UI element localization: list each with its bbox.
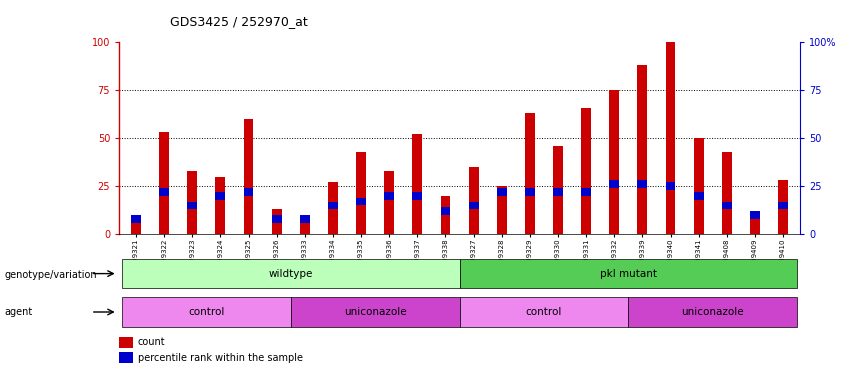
Bar <box>694 138 704 234</box>
Bar <box>469 167 478 234</box>
Text: wildtype: wildtype <box>269 268 313 279</box>
Bar <box>122 259 460 288</box>
Bar <box>637 180 648 188</box>
Bar <box>665 182 676 190</box>
Bar <box>357 152 366 234</box>
Bar <box>159 188 169 196</box>
Bar <box>750 215 760 234</box>
Text: agent: agent <box>4 307 32 317</box>
Text: genotype/variation: genotype/variation <box>4 270 97 280</box>
Bar <box>328 182 338 234</box>
Bar <box>722 152 732 234</box>
Bar <box>159 132 169 234</box>
Bar <box>778 202 788 209</box>
Bar <box>131 215 141 223</box>
Bar <box>778 180 788 234</box>
Bar <box>441 207 450 215</box>
Bar <box>357 198 366 205</box>
Bar <box>628 297 797 327</box>
Bar <box>243 188 254 196</box>
Bar <box>441 196 450 234</box>
Bar <box>328 202 338 209</box>
Bar <box>460 259 797 288</box>
Bar <box>750 211 760 219</box>
Bar <box>187 202 197 209</box>
Bar <box>271 215 282 223</box>
Bar <box>413 192 422 200</box>
Text: uniconazole: uniconazole <box>682 307 744 317</box>
Text: control: control <box>526 307 563 317</box>
Bar <box>215 192 226 200</box>
Text: pkl mutant: pkl mutant <box>600 268 657 279</box>
Bar <box>300 215 310 223</box>
Text: count: count <box>138 337 165 347</box>
Bar <box>413 134 422 234</box>
Text: GDS3425 / 252970_at: GDS3425 / 252970_at <box>170 15 308 28</box>
Bar <box>637 65 648 234</box>
Bar <box>609 90 620 234</box>
Bar <box>525 113 534 234</box>
Bar <box>469 202 478 209</box>
Bar <box>122 297 291 327</box>
Bar <box>385 171 394 234</box>
Bar <box>694 192 704 200</box>
Bar <box>553 188 563 196</box>
Bar <box>581 188 591 196</box>
Bar <box>497 188 506 196</box>
Bar <box>553 146 563 234</box>
Text: uniconazole: uniconazole <box>344 307 407 317</box>
Text: percentile rank within the sample: percentile rank within the sample <box>138 353 303 362</box>
Bar <box>497 186 506 234</box>
Bar <box>271 209 282 234</box>
Bar <box>665 42 676 234</box>
Bar <box>119 337 133 348</box>
Bar <box>291 297 460 327</box>
Bar <box>300 221 310 234</box>
Bar <box>215 177 226 234</box>
Bar <box>187 171 197 234</box>
Bar <box>722 202 732 209</box>
Bar <box>609 180 620 188</box>
Bar <box>385 192 394 200</box>
Bar <box>581 108 591 234</box>
Bar <box>460 297 628 327</box>
Bar <box>119 352 133 363</box>
Bar <box>525 188 534 196</box>
Text: control: control <box>188 307 225 317</box>
Bar <box>131 219 141 234</box>
Bar <box>243 119 254 234</box>
